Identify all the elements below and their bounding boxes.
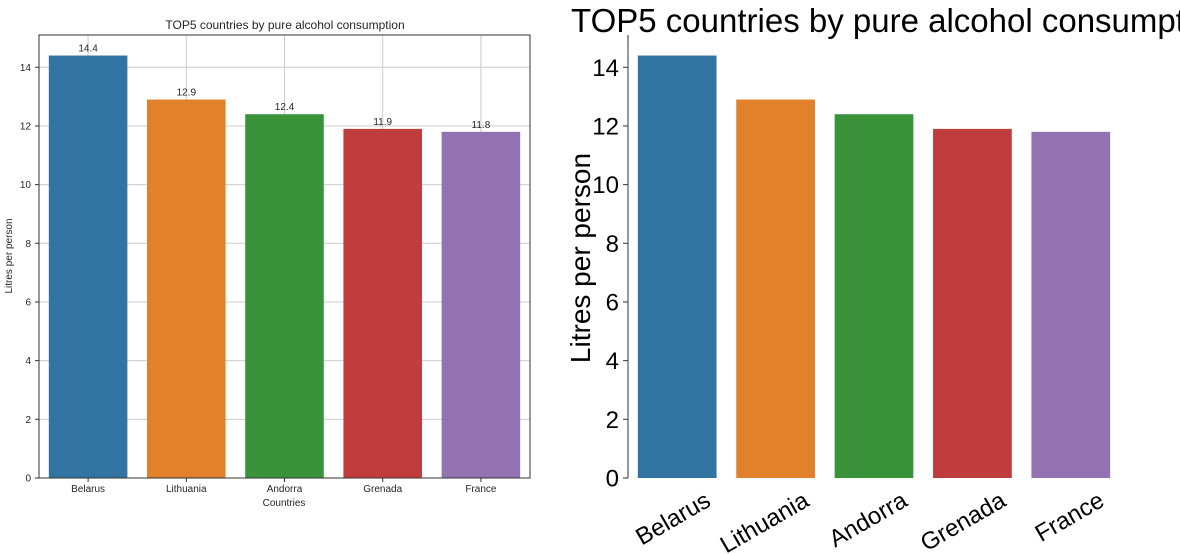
left-y-tick-label: 14 [20,63,32,74]
right-y-tick-label: 2 [606,407,619,434]
left-x-tick-label: France [465,484,497,495]
right-y-tick-label: 8 [606,231,619,258]
right-bar-lithuania [736,99,815,479]
right-bar-france [1031,131,1111,478]
left-y-axis-label: Litres per person [4,218,15,293]
right-x-tick-label: France [1031,487,1109,548]
left-chart: TOP5 countries by pure alcohol consumpti… [4,18,531,509]
right-bar-grenada [933,128,1012,478]
left-y-tick-label: 4 [25,356,31,367]
left-bar-lithuania [147,99,226,479]
right-x-tick-label: Lithuania [716,486,814,554]
left-bars [48,55,521,479]
right-y-tick-label: 4 [606,348,619,375]
left-x-tick-label: Belarus [71,484,105,495]
right-x-tick-label: Andorra [825,486,913,552]
left-y-tick-label: 0 [25,474,31,485]
left-x-ticks: Belarus Lithuania Andorra Grenada France [71,478,497,495]
left-bar-grenada [343,128,422,478]
left-data-labels: 14.4 12.9 12.4 11.9 11.8 [78,44,490,131]
right-bar-belarus [637,55,717,478]
right-y-tick-label: 12 [592,113,619,140]
left-data-label: 12.4 [275,102,295,113]
right-y-axis-label: Litres per person [565,153,596,363]
left-bar-andorra [245,114,324,479]
left-x-axis-label: Countries [263,498,306,509]
left-x-tick-label: Grenada [363,484,402,495]
left-data-label: 11.8 [472,120,491,131]
right-x-ticks: Belarus Lithuania Andorra Grenada France [631,486,1109,554]
right-x-tick-label: Grenada [916,486,1011,554]
left-y-tick-label: 12 [20,121,32,132]
left-bar-france [441,131,521,478]
left-data-label: 11.9 [373,117,392,128]
right-y-ticks: 0 2 4 6 8 10 12 14 [592,55,628,493]
left-bar-belarus [48,55,128,478]
right-x-tick-label: Belarus [631,487,715,551]
left-x-tick-label: Andorra [267,484,303,495]
left-y-tick-label: 10 [20,180,32,191]
right-y-tick-label: 10 [592,172,619,199]
right-y-tick-label: 6 [606,289,619,316]
left-x-tick-label: Lithuania [166,484,207,495]
left-chart-title: TOP5 countries by pure alcohol consumpti… [165,18,404,32]
left-y-tick-label: 2 [25,415,31,426]
right-y-tick-label: 14 [592,55,619,82]
right-chart-title: TOP5 countries by pure alcohol consumpti… [571,2,1180,39]
right-y-tick-label: 0 [606,466,619,493]
left-y-tick-label: 6 [25,297,31,308]
left-data-label: 14.4 [78,44,98,55]
right-bars [637,55,1111,479]
left-data-label: 12.9 [177,88,197,99]
left-y-tick-label: 8 [25,239,31,250]
right-bar-andorra [834,114,914,479]
left-y-ticks: 0 2 4 6 8 10 12 14 [20,63,39,485]
right-chart: TOP5 countries by pure alcohol consumpti… [565,2,1180,554]
